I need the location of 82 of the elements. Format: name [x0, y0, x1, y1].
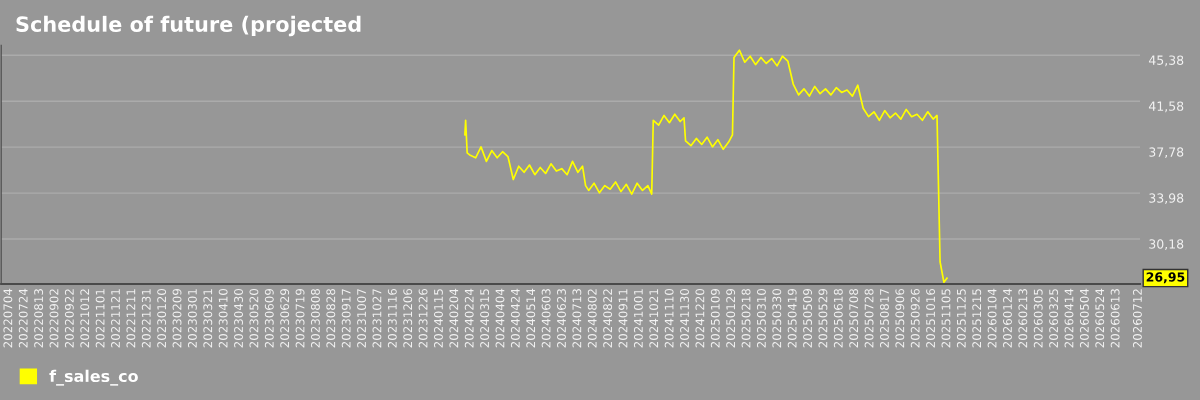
x-tick-label: 20231116	[387, 288, 397, 348]
x-tick-label: 20220922	[64, 289, 74, 348]
x-tick-label: 20230719	[295, 289, 305, 348]
x-tick-label: 20220724	[18, 288, 28, 348]
y-tick-label: 33,98	[1149, 193, 1184, 205]
x-tick-label: 20221012	[80, 289, 90, 348]
x-tick-label: 20250618	[833, 288, 843, 348]
x-tick-label: 20260524	[1095, 288, 1105, 348]
x-tick-label: 20240404	[495, 288, 505, 348]
x-tick-label: 20250310	[756, 288, 766, 348]
x-tick-label: 20241021	[649, 289, 659, 348]
x-tick-label: 20250708	[849, 288, 859, 348]
x-tick-label: 20230301	[187, 289, 197, 348]
x-tick-label: 20240224	[464, 288, 474, 348]
x-tick-label: 20240911	[618, 289, 628, 348]
y-tick-label: 37,78	[1149, 147, 1184, 159]
x-tick-label: 20220813	[34, 289, 44, 348]
x-tick-label: 20230120	[157, 288, 167, 348]
x-tick-label: 20240802	[587, 289, 597, 348]
x-tick-label: 20260414	[1064, 288, 1074, 348]
x-tick-label: 20230609	[264, 289, 274, 348]
x-tick-label: 20260325	[1049, 289, 1059, 348]
x-tick-label: 20230828	[326, 288, 336, 348]
x-tick-label: 20230321	[203, 289, 213, 348]
x-tick-label: 20250218	[741, 288, 751, 348]
x-tick-label: 20230209	[172, 289, 182, 348]
x-tick-label: 20260213	[1018, 289, 1028, 348]
legend-label: f_sales_co	[49, 369, 138, 386]
x-tick-label: 20230520	[249, 288, 259, 348]
x-tick-label: 20230917	[341, 289, 351, 348]
x-tick-label: 20251105	[941, 289, 951, 348]
x-tick-label: 20250509	[803, 289, 813, 348]
x-tick-label: 20251016	[926, 288, 936, 348]
x-tick-label: 20221121	[111, 289, 120, 348]
x-tick-label: 20250906	[895, 288, 905, 348]
x-tick-label: 20240115	[433, 289, 443, 348]
x-tick-label: 20240204	[449, 288, 459, 348]
x-tick-label: 20250926	[910, 288, 920, 348]
x-tick-label: 20221211	[126, 289, 136, 348]
x-tick-label: 20221231	[141, 289, 151, 348]
x-tick-label: 20240822	[603, 289, 613, 348]
x-tick-label: 20260504	[1079, 288, 1089, 348]
x-tick-label: 20230808	[310, 288, 320, 348]
x-tick-label: 20241110	[664, 288, 674, 348]
x-tick-label: 20250419	[787, 289, 797, 348]
x-tick-label: 20250129	[726, 289, 736, 348]
x-tick-label: 20260712	[1132, 289, 1142, 348]
x-tick-label: 20250109	[710, 289, 720, 348]
x-tick-label: 20241001	[633, 289, 643, 348]
x-tick-label: 20231226	[418, 288, 428, 348]
x-tick-label: 20240603	[541, 289, 551, 348]
x-tick-label: 20220704	[3, 288, 13, 348]
x-tick-label: 20231027	[372, 289, 382, 348]
x-tick-label: 20230629	[280, 289, 290, 348]
x-tick-label: 20230410	[218, 288, 228, 348]
x-tick-label: 20250529	[818, 289, 828, 348]
x-tick-label: 20240514	[526, 288, 536, 348]
x-tick-label: 20251215	[972, 289, 982, 348]
x-tick-label: 20260613	[1110, 289, 1120, 348]
chart-title: Schedule of future (projected	[16, 15, 361, 37]
x-tick-label: 20240713	[572, 289, 582, 348]
x-tick-label: 20221101	[95, 289, 105, 348]
x-tick-label: 20241130	[680, 288, 689, 348]
x-tick-label: 20251125	[956, 289, 966, 348]
x-tick-label: 20260124	[1003, 288, 1012, 348]
x-tick-label: 20250728	[864, 288, 874, 348]
x-tick-label: 20250330	[772, 288, 782, 348]
text: 26,95	[1146, 272, 1185, 284]
x-tick-label: 20220902	[49, 289, 59, 348]
y-tick-label: 41,58	[1148, 101, 1184, 113]
x-tick-label: 20231206	[403, 288, 413, 348]
x-tick-label: 20241220	[695, 288, 705, 348]
x-tick-label: 20250817	[879, 289, 889, 348]
y-tick-label: 30,18	[1149, 239, 1184, 250]
x-tick-label: 20240623	[557, 289, 566, 348]
x-tick-label: 20231007	[357, 289, 367, 348]
x-tick-label: 20240424	[510, 288, 520, 348]
x-tick-label: 20240315	[480, 289, 490, 348]
y-tick-label: 45,38	[1148, 55, 1184, 67]
x-tick-label: 20260104	[987, 288, 997, 348]
x-tick-label: 20230430	[234, 288, 243, 348]
x-tick-label: 20260305	[1033, 289, 1043, 348]
